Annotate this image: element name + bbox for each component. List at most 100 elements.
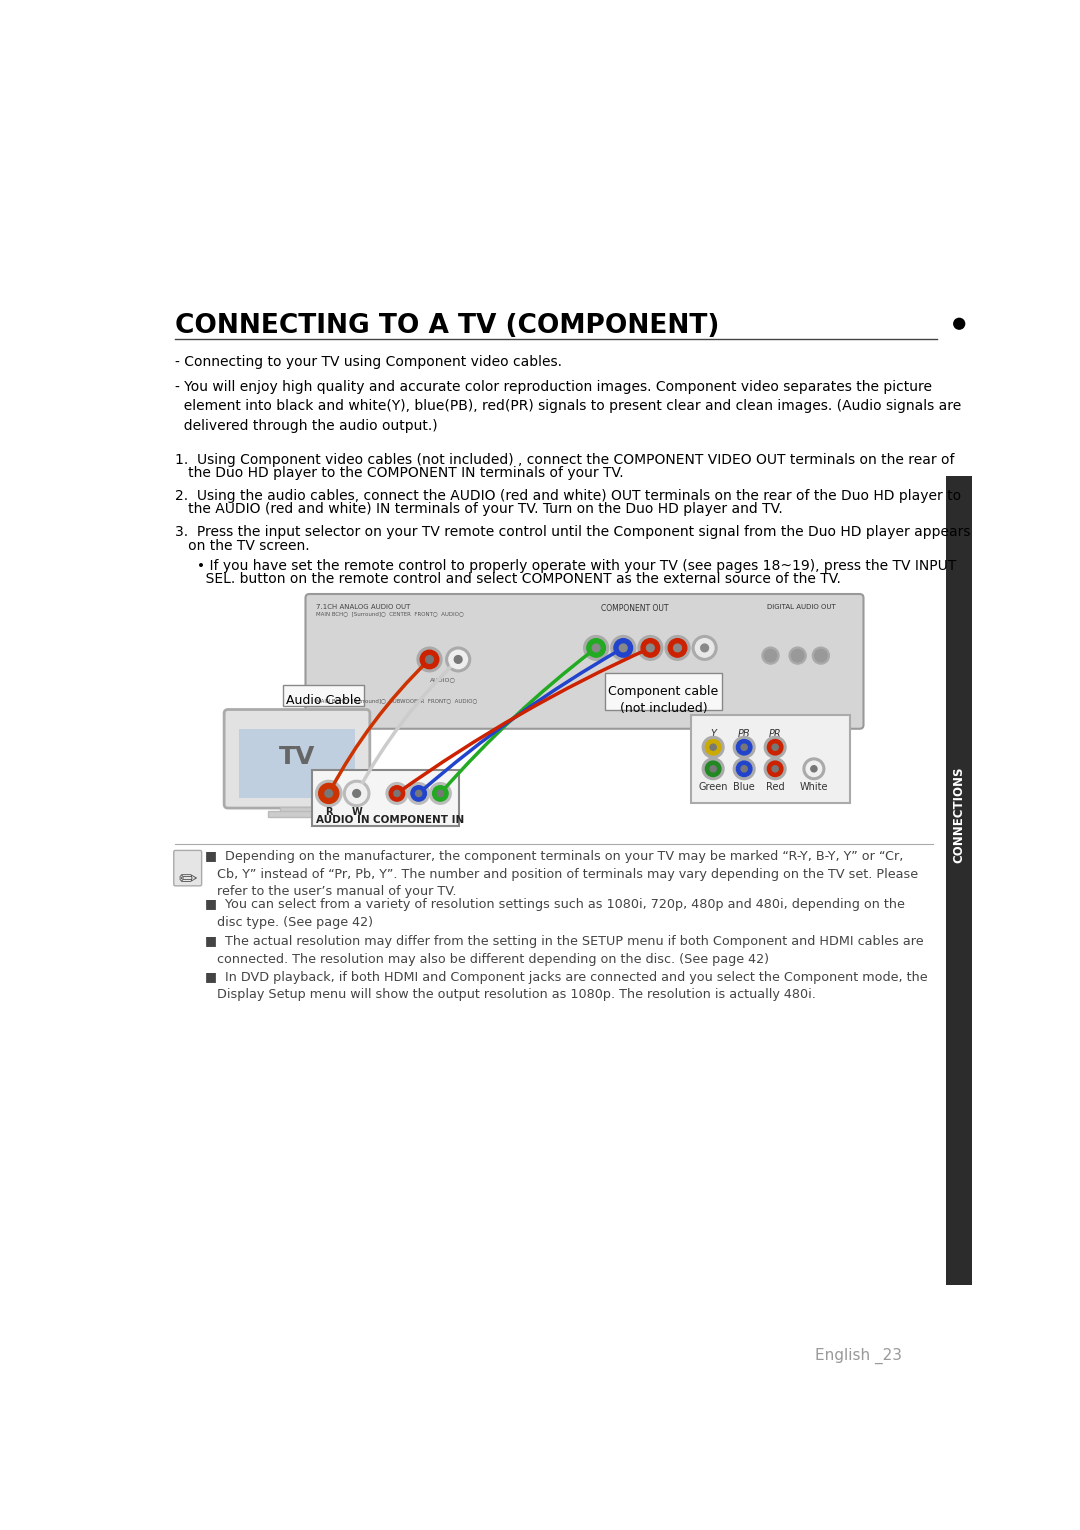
Text: the Duo HD player to the COMPONENT IN terminals of your TV.: the Duo HD player to the COMPONENT IN te… [175,467,624,480]
Text: 7.1CH ANALOG AUDIO OUT: 7.1CH ANALOG AUDIO OUT [315,604,410,610]
Text: Component cable
(not included): Component cable (not included) [608,685,718,715]
Text: PB: PB [738,728,751,739]
FancyBboxPatch shape [605,673,723,710]
Text: - You will enjoy high quality and accurate color reproduction images. Component : - You will enjoy high quality and accura… [175,379,961,433]
Circle shape [806,760,822,777]
Circle shape [954,318,964,329]
Text: AUDIO IN: AUDIO IN [315,815,369,825]
Circle shape [737,739,752,754]
Circle shape [319,783,339,803]
Circle shape [353,789,361,797]
Text: ■  You can select from a variety of resolution settings such as 1080i, 720p, 480: ■ You can select from a variety of resol… [205,898,905,929]
Text: CONNECTING TO A TV (COMPONENT): CONNECTING TO A TV (COMPONENT) [175,314,719,340]
Text: (R): (R) [323,789,335,799]
Circle shape [449,650,468,669]
Text: ■  Depending on the manufacturer, the component terminals on your TV may be mark: ■ Depending on the manufacturer, the com… [205,851,918,898]
Circle shape [768,739,783,754]
Circle shape [638,635,663,661]
Circle shape [446,647,471,672]
Circle shape [811,765,816,771]
Text: English _23: English _23 [815,1348,902,1365]
FancyBboxPatch shape [283,685,364,705]
Circle shape [669,638,687,658]
Circle shape [741,744,747,750]
Circle shape [325,789,333,797]
Text: 3.  Press the input selector on your TV remote control until the Component signa: 3. Press the input selector on your TV r… [175,525,971,540]
Circle shape [692,635,717,661]
Circle shape [733,757,755,780]
Circle shape [702,736,724,757]
Circle shape [426,656,433,664]
Circle shape [343,780,369,806]
Circle shape [386,783,408,805]
Text: on the TV screen.: on the TV screen. [175,539,310,552]
Circle shape [772,744,779,750]
Circle shape [389,786,405,802]
FancyBboxPatch shape [174,851,202,886]
Text: • If you have set the remote control to properly operate with your TV (see pages: • If you have set the remote control to … [175,560,957,574]
Text: CONNECTIONS: CONNECTIONS [953,767,966,863]
Text: MAIN BCH○  [Surround]○  SUBWOOFER  FRONT○  AUDIO○: MAIN BCH○ [Surround]○ SUBWOOFER FRONT○ A… [315,698,477,702]
FancyBboxPatch shape [946,476,972,1285]
Circle shape [420,650,438,669]
Text: AUDIO○: AUDIO○ [430,678,456,682]
Text: 2.  Using the audio cables, connect the AUDIO (red and white) OUT terminals on t: 2. Using the audio cables, connect the A… [175,490,961,503]
Circle shape [408,783,430,805]
Circle shape [765,757,786,780]
Text: Green: Green [699,782,728,793]
FancyBboxPatch shape [280,806,314,814]
Circle shape [705,760,721,777]
Circle shape [619,644,627,652]
Text: MAIN BCH○  [Surround]○  CENTER  FRONT○  AUDIO○: MAIN BCH○ [Surround]○ CENTER FRONT○ AUDI… [315,610,463,617]
Circle shape [710,744,716,750]
Text: COMPONENT IN: COMPONENT IN [373,815,464,825]
Circle shape [702,757,724,780]
Circle shape [741,765,747,771]
Circle shape [592,644,600,652]
Text: Audio Cable: Audio Cable [286,695,361,707]
Text: TV: TV [279,745,315,770]
Text: - Connecting to your TV using Component video cables.: - Connecting to your TV using Component … [175,355,563,369]
Text: Blue: Blue [733,782,755,793]
Text: ■  In DVD playback, if both HDMI and Component jacks are connected and you selec: ■ In DVD playback, if both HDMI and Comp… [205,970,928,1001]
Circle shape [696,638,714,658]
Text: Red: Red [766,782,784,793]
Circle shape [737,760,752,777]
Circle shape [611,635,636,661]
Circle shape [315,780,342,806]
Circle shape [416,791,422,797]
Circle shape [733,736,755,757]
Circle shape [665,635,690,661]
Circle shape [804,757,825,780]
Circle shape [812,647,829,664]
Text: W: W [351,806,362,817]
Text: COMPONENT OUT: COMPONENT OUT [602,604,669,614]
Text: (L): (L) [351,789,362,799]
Circle shape [768,760,783,777]
Circle shape [710,765,716,771]
Circle shape [613,638,633,658]
Circle shape [765,736,786,757]
Text: 1.  Using Component video cables (not included) , connect the COMPONENT VIDEO OU: 1. Using Component video cables (not inc… [175,453,955,467]
Text: SEL. button on the remote control and select COMPONENT as the external source of: SEL. button on the remote control and se… [175,572,841,586]
Text: Y: Y [711,728,716,739]
Text: the AUDIO (red and white) IN terminals of your TV. Turn on the Duo HD player and: the AUDIO (red and white) IN terminals o… [175,502,783,517]
Circle shape [789,647,806,664]
Circle shape [455,656,462,664]
Circle shape [674,644,681,652]
Circle shape [642,638,660,658]
Circle shape [792,649,804,662]
Circle shape [347,783,367,803]
Circle shape [762,647,779,664]
Circle shape [410,786,427,802]
Circle shape [433,786,448,802]
Circle shape [765,649,777,662]
Text: DIGITAL AUDIO OUT: DIGITAL AUDIO OUT [767,604,835,610]
Text: PR: PR [769,728,782,739]
Circle shape [586,638,606,658]
FancyBboxPatch shape [239,728,355,799]
Text: ■  The actual resolution may differ from the setting in the SETUP menu if both C: ■ The actual resolution may differ from … [205,935,923,965]
FancyBboxPatch shape [225,710,369,808]
Circle shape [814,649,827,662]
Circle shape [437,791,444,797]
